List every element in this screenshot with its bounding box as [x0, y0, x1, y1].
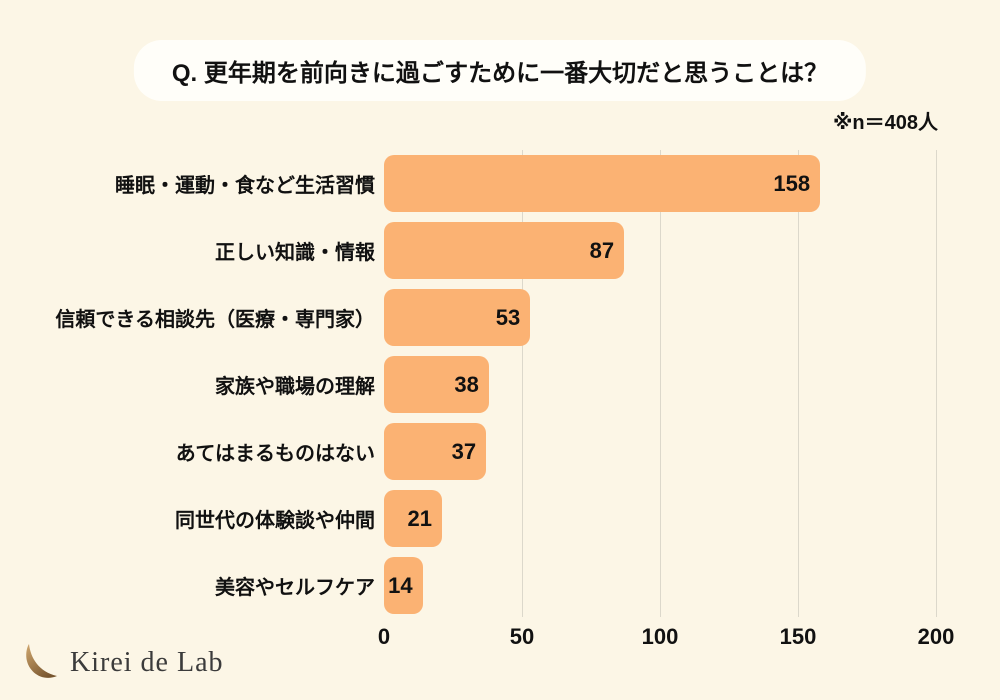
category-label: あてはまるものはない: [175, 443, 375, 465]
gridline: [660, 150, 661, 617]
bar: 87: [384, 222, 625, 279]
sample-size-note: ※n＝408人: [832, 112, 938, 134]
bar-row: 美容やセルフケア 14: [0, 552, 1000, 619]
gridline: [522, 150, 523, 617]
bar: 14: [384, 557, 423, 614]
bar-value-label: 38: [454, 371, 479, 397]
bar-row: 同世代の体験談や仲間 21: [0, 485, 1000, 552]
bar: 21: [384, 490, 442, 547]
bar-rows: 睡眠・運動・食など生活習慣 158 正しい知識・情報 87 信頼できる相談先（医療・専門…: [0, 150, 1000, 619]
bar-value-label: 158: [773, 170, 811, 196]
bar-row: 信頼できる相談先（医療・専門家） 53: [0, 284, 1000, 351]
category-label: 睡眠・運動・食など生活習慣: [115, 175, 375, 197]
category-label: 家族や職場の理解: [215, 376, 375, 398]
question-title: Q. 更年期を前向きに過ごすために一番大切だと思うことは？: [133, 40, 867, 101]
bar: 38: [384, 356, 489, 413]
bar: 158: [384, 155, 821, 212]
category-label: 信頼できる相談先（医療・専門家）: [55, 309, 375, 331]
gridline: [936, 150, 937, 617]
category-label: 美容やセルフケア: [215, 577, 375, 599]
x-tick-label: 200: [917, 624, 955, 649]
bar-row: 睡眠・運動・食など生活習慣 158: [0, 150, 1000, 217]
bar-value-label: 53: [495, 304, 521, 330]
category-label: 同世代の体験談や仲間: [175, 510, 375, 532]
category-label: 正しい知識・情報: [215, 242, 375, 264]
crescent-icon: [26, 644, 57, 678]
x-tick-label: 100: [641, 624, 679, 649]
bar-row: 正しい知識・情報 87: [0, 217, 1000, 284]
x-tick-label: 50: [509, 624, 535, 649]
bar: 53: [384, 289, 531, 346]
bar-value-label: 14: [388, 572, 413, 598]
bar-row: 家族や職場の理解 38: [0, 351, 1000, 418]
bar-value-label: 87: [589, 237, 615, 263]
x-tick-label: 0: [377, 624, 391, 649]
logo-text: Kirei de Lab: [70, 647, 224, 678]
gridline: [798, 150, 799, 617]
bar-value-label: 21: [407, 505, 432, 531]
logo: Kirei de Lab: [22, 642, 224, 684]
bar-row: あてはまるものはない 37: [0, 418, 1000, 485]
bar-value-label: 37: [451, 438, 477, 464]
bar: 37: [384, 423, 487, 480]
x-tick-label: 150: [779, 624, 817, 649]
